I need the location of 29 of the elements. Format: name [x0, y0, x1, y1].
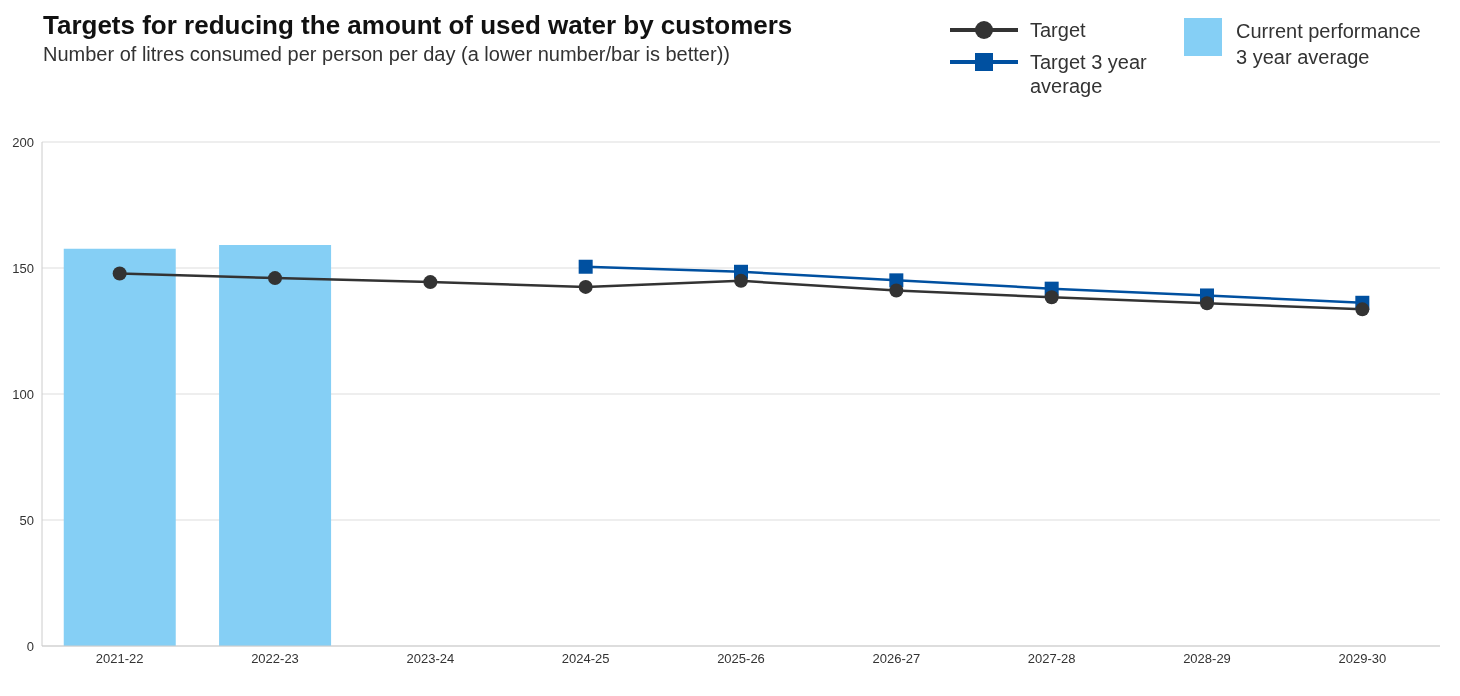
point	[1200, 296, 1214, 311]
point	[734, 273, 748, 288]
y-tick-label: 0	[26, 638, 34, 654]
legend-label: Target 3 year average	[1030, 50, 1148, 98]
x-tick-label: 2028-29	[1183, 651, 1231, 667]
point	[268, 271, 282, 286]
x-tick-label: 2023-24	[406, 651, 455, 667]
x-tick-label: 2026-27	[872, 651, 921, 667]
point	[889, 283, 904, 298]
x-tick-label: 2021-22	[95, 651, 144, 667]
x-tick-label: 2029-30	[1338, 651, 1387, 667]
point	[1355, 302, 1370, 317]
legend-label: Current performance 3 year average	[1236, 19, 1422, 70]
y-tick-label: 100	[12, 386, 34, 402]
chart-subtitle: Number of litres consumed per person per day (a lower number/bar is better))	[43, 43, 731, 66]
point	[112, 266, 127, 281]
x-tick-label: 2024-25	[561, 651, 610, 667]
point	[1044, 290, 1059, 305]
legend-label: Target	[1030, 18, 1087, 42]
y-tick-label: 50	[19, 512, 34, 528]
x-tick-label: 2025-26	[717, 651, 765, 667]
x-tick-label: 2027-28	[1027, 651, 1076, 667]
y-tick-label: 200	[12, 134, 34, 150]
x-tick-label: 2022-23	[251, 651, 299, 667]
point	[578, 279, 593, 294]
point	[578, 259, 593, 274]
point	[423, 275, 438, 290]
y-tick-label: 150	[12, 260, 34, 276]
chart-title: Targets for reducing the amount of used water by customers	[43, 10, 793, 41]
